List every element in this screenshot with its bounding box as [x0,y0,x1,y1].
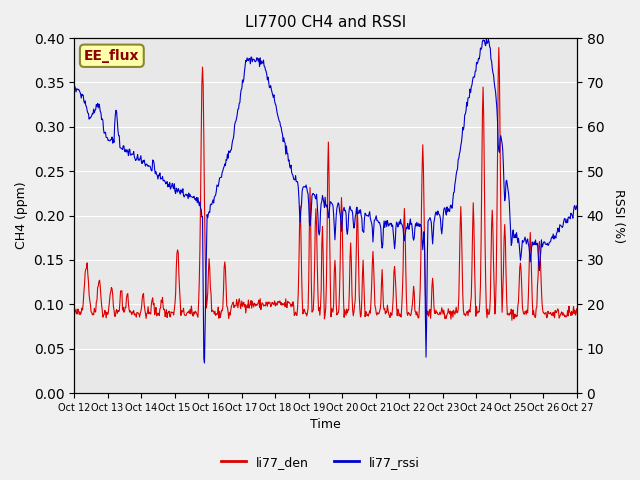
li77_den [70,309,78,315]
Title: LI7700 CH4 and RSSI: LI7700 CH4 and RSSI [244,15,406,30]
Legend: li77_den, li77_rssi: li77_den, li77_rssi [216,451,424,474]
li77_den [405,311,413,316]
Line: li77_rssi: li77_rssi [74,39,577,363]
Text: EE_flux: EE_flux [84,49,140,63]
X-axis label: Time: Time [310,419,340,432]
li77_den [573,306,580,312]
li77_rssi [247,54,255,60]
li77_den [266,300,273,305]
li77_den [508,317,516,323]
Y-axis label: CH4 (ppm): CH4 (ppm) [15,182,28,250]
li77_rssi [406,221,413,227]
li77_rssi [266,84,274,90]
li77_rssi [129,151,137,157]
li77_rssi [378,240,385,245]
li77_rssi [70,84,78,90]
li77_rssi [222,156,230,162]
Y-axis label: RSSI (%): RSSI (%) [612,189,625,243]
li77_rssi [573,203,580,209]
Line: li77_den: li77_den [74,48,577,320]
li77_den [495,45,502,50]
li77_rssi [483,36,490,42]
li77_den [129,310,137,316]
li77_den [221,266,229,272]
li77_rssi [200,360,208,366]
li77_den [246,301,254,307]
li77_den [377,300,385,306]
